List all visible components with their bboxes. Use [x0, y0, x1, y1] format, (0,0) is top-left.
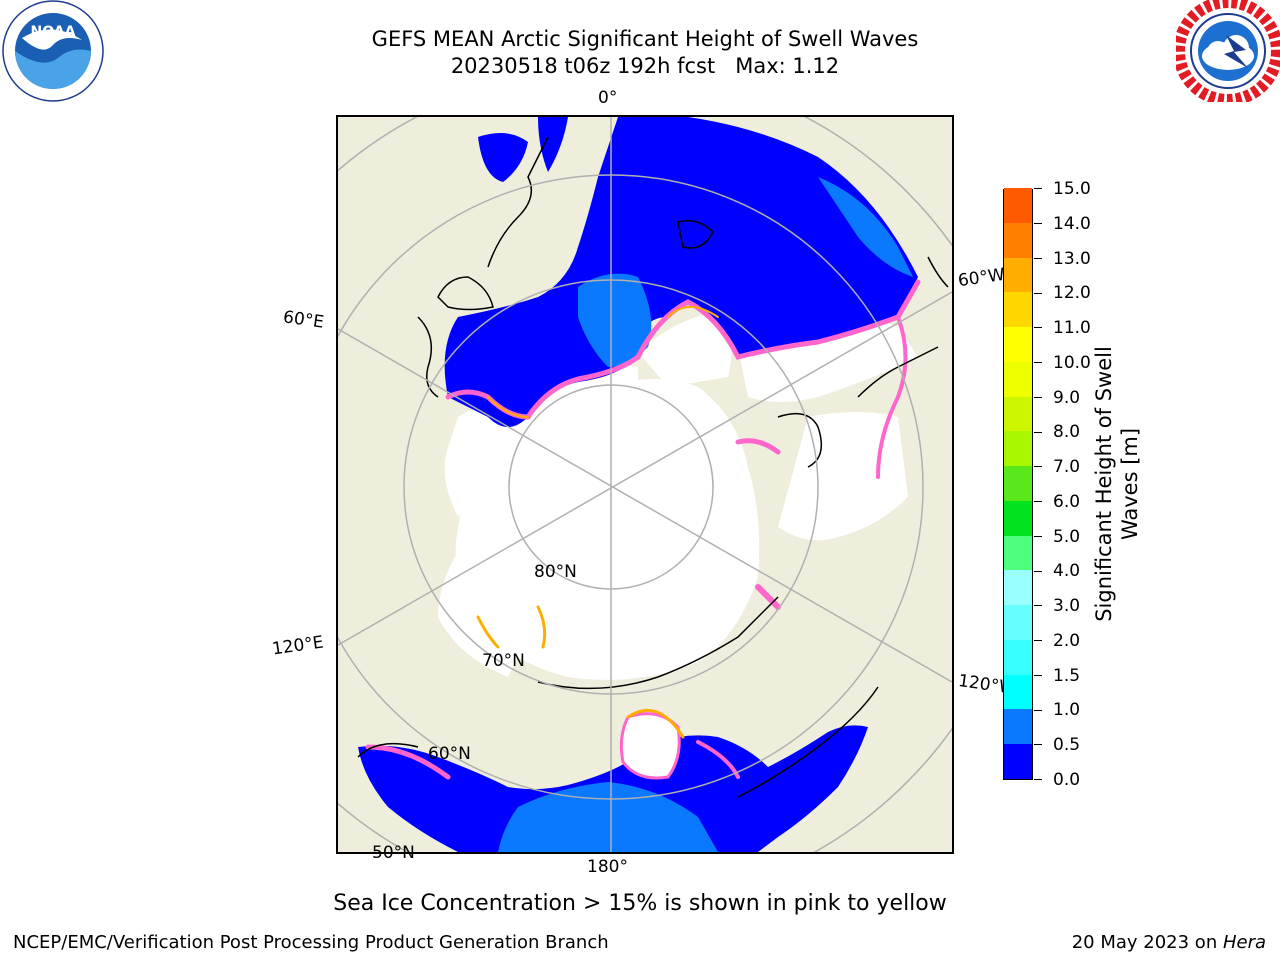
coastlines: [357, 136, 949, 798]
colorbar-segment: [1004, 674, 1032, 710]
lon-label-60w: 60°W: [956, 264, 1007, 292]
colorbar-tick-label: 1.0: [1053, 700, 1081, 721]
colorbar-tick-mark: [1034, 640, 1042, 642]
map-subtitle: 20230518 t06z 192h fcst Max: 1.12: [450, 54, 840, 78]
colorbar-tick-mark: [1034, 535, 1042, 537]
colorbar-tick-label: 8.0: [1053, 422, 1081, 443]
lat-label-70n: 70°N: [482, 651, 525, 671]
polar-map: [336, 115, 954, 854]
gridlines: [338, 117, 952, 852]
noaa-logo: NOAA: [2, 0, 104, 102]
colorbar-segment: [1004, 396, 1032, 432]
colorbar-segment: [1004, 257, 1032, 293]
footer-credit: NCEP/EMC/Verification Post Processing Pr…: [13, 932, 609, 953]
lon-label-180: 180°: [587, 857, 628, 877]
nws-logo: [1176, 0, 1280, 102]
colorbar-tick-label: 11.0: [1053, 318, 1091, 339]
colorbar-tick-mark: [1034, 744, 1042, 746]
colorbar-segment: [1004, 361, 1032, 397]
colorbar-tick-mark: [1034, 257, 1042, 259]
colorbar-tick-label: 5.0: [1053, 526, 1081, 547]
colorbar-title-line1: Significant Height of Swell: [1092, 346, 1116, 622]
lon-label-60e: 60°E: [281, 307, 326, 333]
colorbar-segment: [1004, 291, 1032, 328]
lon-label-120e: 120°E: [270, 632, 325, 660]
map-title: GEFS MEAN Arctic Significant Height of S…: [371, 27, 919, 51]
colorbar-tick-mark: [1034, 570, 1042, 572]
colorbar: [1003, 187, 1033, 780]
colorbar-tick-mark: [1034, 396, 1042, 398]
colorbar-tick-label: 7.0: [1053, 457, 1081, 478]
colorbar-tick-label: 13.0: [1053, 248, 1091, 269]
colorbar-segment: [1004, 535, 1032, 571]
colorbar-tick-mark: [1034, 431, 1042, 433]
colorbar-tick-label: 3.0: [1053, 596, 1081, 617]
colorbar-tick-mark: [1034, 292, 1042, 294]
lat-label-80n: 80°N: [534, 562, 577, 582]
swell-pacific: [358, 712, 868, 852]
colorbar-tick-label: 2.0: [1053, 630, 1081, 651]
footer-machine: Hera: [1222, 932, 1266, 953]
lon-label-0: 0°: [598, 88, 618, 108]
colorbar-tick-label: 10.0: [1053, 352, 1091, 373]
colorbar-tick-mark: [1034, 188, 1042, 190]
colorbar-tick-label: 0.0: [1053, 770, 1081, 790]
colorbar-segment: [1004, 604, 1032, 640]
colorbar-tick-mark: [1034, 605, 1042, 607]
colorbar-tick-mark: [1034, 674, 1042, 676]
colorbar-segment: [1004, 222, 1032, 258]
sea-ice-edges: [365, 279, 921, 780]
colorbar-segment: [1004, 187, 1032, 223]
polar-map-canvas: [338, 117, 952, 852]
colorbar-tick-mark: [1034, 779, 1042, 781]
footer-date: 20 May 2023 on Hera: [1072, 932, 1266, 953]
swell-atlantic: [444, 117, 918, 427]
colorbar-segment: [1004, 639, 1032, 675]
colorbar-tick-label: 1.5: [1053, 665, 1081, 686]
colorbar-tick-label: 6.0: [1053, 491, 1081, 512]
colorbar-segment: [1004, 326, 1032, 362]
colorbar-tick-label: 15.0: [1053, 179, 1091, 199]
colorbar-tick-label: 14.0: [1053, 213, 1091, 234]
footer-date-text: 20 May 2023 on: [1071, 932, 1223, 953]
colorbar-tick-mark: [1034, 709, 1042, 711]
colorbar-segment: [1004, 500, 1032, 536]
colorbar-segment: [1004, 465, 1032, 501]
colorbar-segment: [1004, 430, 1032, 467]
colorbar-tick-mark: [1034, 466, 1042, 468]
colorbar-tick-label: 9.0: [1053, 387, 1081, 408]
colorbar-tick-mark: [1034, 327, 1042, 329]
colorbar-tick-mark: [1034, 362, 1042, 364]
colorbar-tick-mark: [1034, 501, 1042, 503]
colorbar-tick-mark: [1034, 223, 1042, 224]
colorbar-tick-label: 12.0: [1053, 283, 1091, 304]
colorbar-segment: [1004, 743, 1032, 779]
colorbar-tick-label: 0.5: [1053, 735, 1081, 756]
noaa-logo-text: NOAA: [31, 24, 76, 40]
colorbar-segment: [1004, 569, 1032, 606]
colorbar-tick-label: 4.0: [1053, 561, 1081, 582]
sea-ice-note: Sea Ice Concentration > 15% is shown in …: [333, 891, 947, 916]
colorbar-title-line2: Waves [m]: [1118, 427, 1142, 541]
colorbar-segment: [1004, 709, 1032, 745]
lat-label-50n: 50°N: [372, 843, 415, 863]
lat-label-60n: 60°N: [428, 744, 471, 764]
